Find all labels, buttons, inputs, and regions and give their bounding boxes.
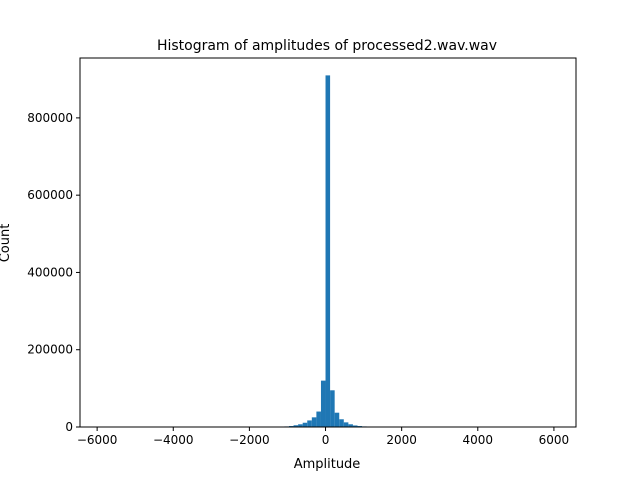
histogram-bar-15 <box>348 424 353 427</box>
y-tick-label: 0 <box>65 420 73 434</box>
histogram-bar-14 <box>343 422 349 427</box>
x-tick-label: −6000 <box>77 433 118 447</box>
histogram-bar-13 <box>339 419 344 427</box>
histogram-bar-4 <box>298 424 303 427</box>
histogram-bar-10 <box>325 75 331 427</box>
plot-frame <box>79 57 577 428</box>
histogram-bar-16 <box>352 425 358 427</box>
chart-title: Histogram of amplitudes of processed2.wa… <box>157 38 497 54</box>
histogram-bar-9 <box>320 380 326 427</box>
histogram-bar-6 <box>307 420 312 427</box>
x-tick-label: 6000 <box>539 433 570 447</box>
x-tick-label: −2000 <box>229 433 270 447</box>
histogram-bar-3 <box>293 425 299 427</box>
y-tick-label: 600000 <box>27 188 73 202</box>
x-tick-label: 2000 <box>386 433 417 447</box>
y-tick-label: 800000 <box>27 111 73 125</box>
y-tick-label: 200000 <box>27 343 73 357</box>
x-tick-label: 4000 <box>463 433 494 447</box>
histogram-bar-5 <box>302 422 308 427</box>
histogram-bars <box>279 75 372 427</box>
y-tick-label: 400000 <box>27 265 73 279</box>
x-axis-label: Amplitude <box>294 457 361 472</box>
histogram-bar-11 <box>330 390 335 427</box>
histogram-bar-7 <box>311 417 317 427</box>
x-axis-ticks: −6000 −4000 −2000 0 2000 4000 6000 <box>77 427 569 447</box>
y-axis-ticks: 0 200000 400000 600000 800000 <box>27 111 80 434</box>
x-tick-label: −4000 <box>153 433 194 447</box>
y-axis-label: Count <box>0 224 13 263</box>
x-tick-label: 0 <box>322 433 330 447</box>
histogram-bar-12 <box>334 412 340 427</box>
histogram-bar-8 <box>316 411 321 427</box>
